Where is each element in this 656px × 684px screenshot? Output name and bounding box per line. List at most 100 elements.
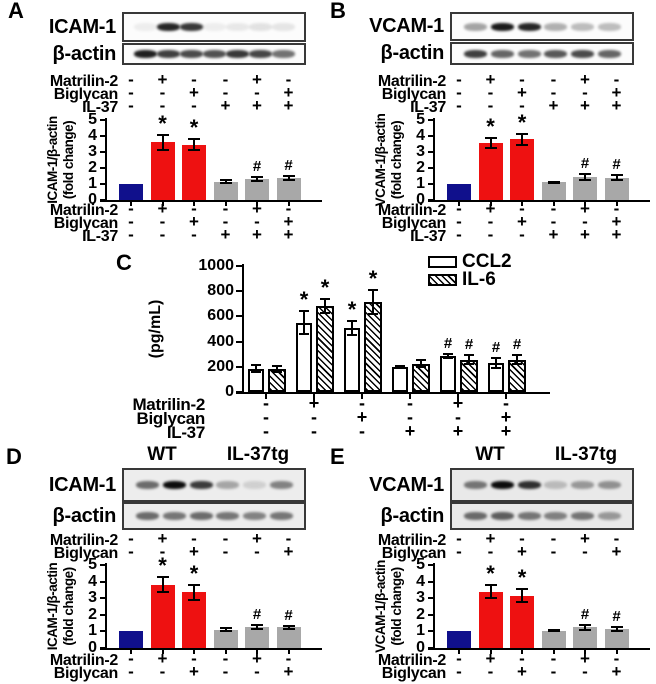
condition-symbol: + [283, 212, 294, 231]
y-tick [236, 315, 242, 318]
y-tick [100, 580, 105, 583]
annotation-star: * [189, 115, 199, 141]
condition-symbol: - [613, 199, 620, 218]
blot-group-header-wt: WT [475, 444, 505, 465]
condition-symbol: - [311, 421, 317, 441]
error-bar-cap [516, 601, 528, 604]
annotation-star: * [486, 560, 495, 586]
y-tick [428, 564, 433, 566]
condition-symbol: + [611, 212, 622, 231]
blot-band [464, 512, 488, 520]
condition-label-matrilin-2: Matrilin-2 [377, 202, 446, 219]
error-bar-cap [547, 628, 560, 631]
y-tick [428, 580, 433, 583]
condition-symbol: - [613, 649, 620, 668]
error-bar-cap [395, 365, 405, 368]
condition-symbol: + [157, 529, 168, 548]
error-bar-line [351, 320, 353, 335]
annotation-hash: # [252, 606, 262, 624]
blot-group-header-wt: WT [147, 444, 177, 465]
error-bar-cap [251, 176, 263, 179]
bar-il-6 [316, 305, 334, 392]
x-tick [256, 202, 258, 206]
blot-band [544, 481, 568, 489]
x-tick [584, 650, 586, 654]
error-bar-cap [484, 597, 497, 600]
blot-label: ICAM-1 [48, 16, 116, 38]
error-bar-cap [610, 179, 623, 181]
annotation-hash: # [491, 338, 501, 356]
legend-label-il6: IL-6 [462, 269, 496, 290]
error-bar-cap [272, 364, 282, 367]
condition-label-matrilin-2: Matrilin-2 [377, 73, 446, 90]
y-tick-label: 5 [88, 111, 97, 128]
condition-symbol: + [485, 649, 496, 668]
condition-symbol: + [283, 662, 294, 681]
condition-symbol: - [519, 70, 525, 89]
y-tick-label: 0 [225, 383, 234, 400]
condition-symbol: + [611, 83, 622, 102]
y-tick-label: 5 [416, 111, 425, 128]
error-bar-cap [610, 629, 623, 632]
error-bar-line [584, 624, 586, 630]
x-tick [161, 202, 164, 206]
condition-label-biglycan: Biglycan [53, 665, 119, 682]
condition-symbol: - [455, 407, 461, 427]
condition-symbol: - [456, 83, 462, 102]
condition-symbol: + [283, 96, 294, 115]
error-bar-cap [347, 319, 357, 322]
condition-symbol: - [128, 199, 134, 218]
annotation-star: * [158, 111, 167, 137]
x-tick [287, 202, 290, 206]
legend-row-il6: IL-6 [428, 269, 512, 290]
condition-symbol: - [128, 225, 134, 244]
condition-label-il-37: IL-37 [82, 228, 118, 245]
error-bar-cap [443, 353, 453, 356]
bar [604, 628, 629, 648]
y-tick [100, 613, 105, 616]
x-axis [428, 200, 650, 202]
x-tick [457, 394, 459, 399]
condition-symbol: - [550, 70, 557, 89]
blot-band [163, 481, 186, 489]
condition-symbol: - [159, 212, 166, 231]
y-tick [100, 597, 105, 600]
condition-symbol: - [456, 649, 462, 668]
error-bar-cap [188, 149, 200, 152]
condition-symbol: - [503, 393, 509, 413]
bar [478, 591, 503, 648]
condition-symbol: - [222, 529, 229, 548]
x-tick [458, 650, 460, 654]
chart-legend: CCL2 IL-6 [428, 252, 512, 290]
condition-symbol: - [159, 225, 166, 244]
error-bar-cap [547, 180, 560, 183]
y-axis-label-line2: (fold change) [389, 567, 404, 646]
x-tick [584, 202, 586, 206]
bar [213, 181, 238, 200]
x-axis [100, 648, 322, 650]
error-bar-cap [251, 371, 261, 374]
condition-symbol: - [487, 542, 494, 561]
error-bar-cap [251, 628, 263, 631]
x-axis [100, 200, 322, 202]
error-bar-cap [156, 576, 169, 579]
error-bar-cap [282, 624, 295, 627]
condition-symbol: - [128, 542, 134, 561]
blot-label: β-actin [52, 43, 117, 65]
condition-symbol: - [456, 212, 462, 231]
condition-symbol: - [128, 96, 134, 115]
error-bar-cap [516, 588, 528, 591]
y-axis-label-line2: (fold change) [61, 567, 76, 646]
blot-label: VCAM-1 [369, 15, 444, 37]
y-axis [433, 118, 435, 202]
y-tick [100, 135, 105, 137]
condition-symbol: + [517, 662, 527, 681]
condition-label-matrilin-2: Matrilin-2 [377, 652, 446, 669]
y-tick [428, 183, 433, 185]
blot-band [136, 512, 160, 520]
blot-band [544, 512, 568, 520]
bar [447, 184, 471, 200]
annotation-hash: # [284, 156, 293, 174]
blot-band [517, 22, 541, 31]
condition-symbol: + [611, 542, 622, 561]
